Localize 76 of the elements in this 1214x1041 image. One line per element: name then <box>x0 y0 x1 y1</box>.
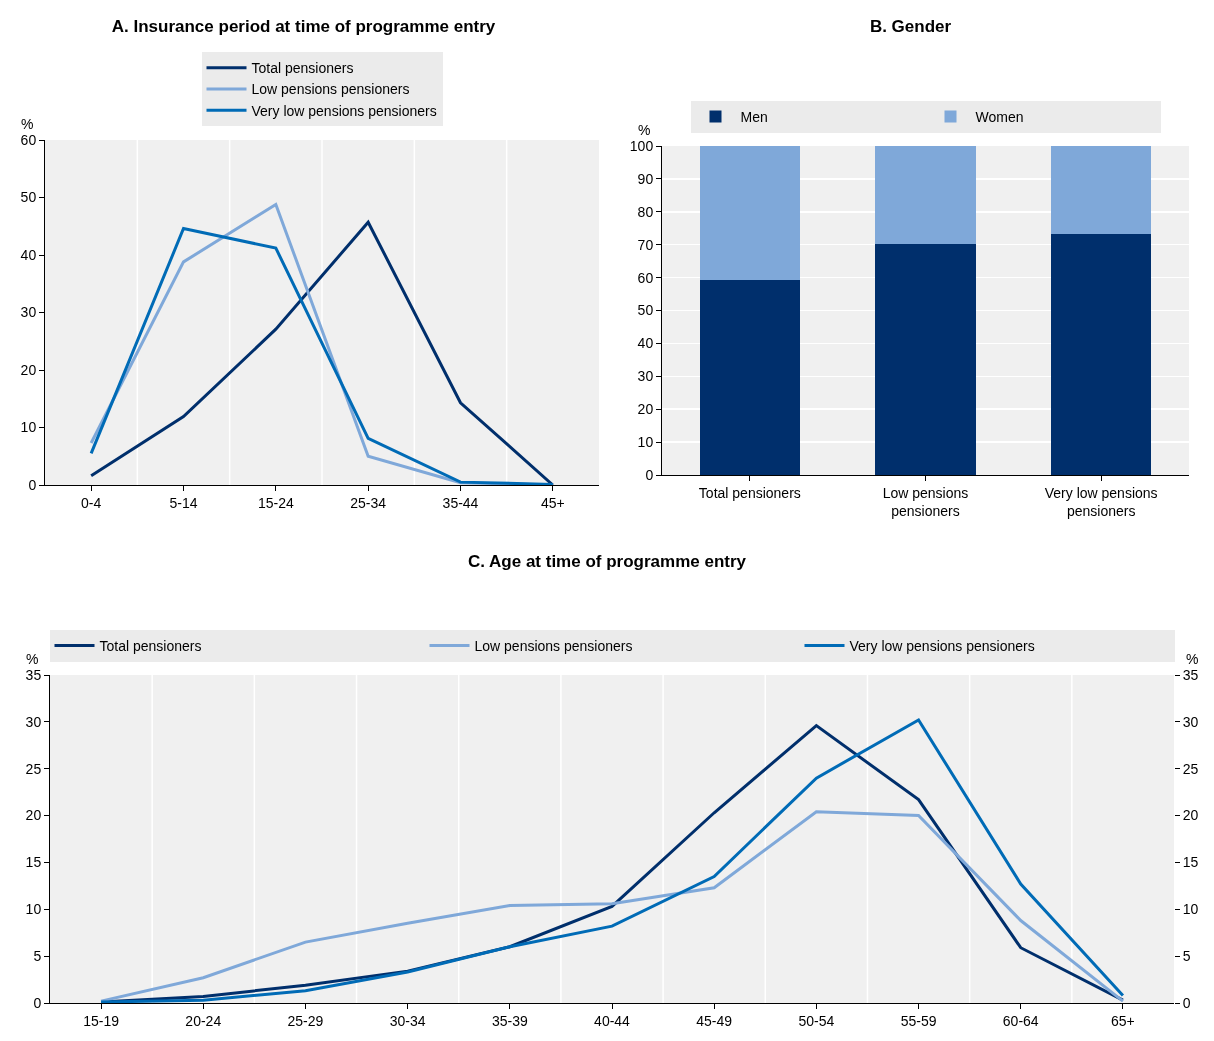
x-tick-label: Low pensions pensioners <box>882 484 969 519</box>
y2-tick-label: 15 <box>1182 854 1199 871</box>
y-tick-label: 30 <box>25 713 42 730</box>
y-tick-label: 0 <box>28 476 37 493</box>
x-tick-label: 15-24 <box>257 494 294 511</box>
y-tick-label: 0 <box>645 466 654 483</box>
bar <box>875 244 976 475</box>
legend-label: Very low pensions pensioners <box>251 102 437 119</box>
y-tick-label: 10 <box>25 901 42 918</box>
legend-label: Women <box>975 108 1024 125</box>
y-tick-label: 40 <box>20 246 37 263</box>
x-tick-label: 5-14 <box>169 494 198 511</box>
x-tick-label: 40-44 <box>594 1012 631 1029</box>
chart-title: C. Age at time of programme entry <box>467 552 747 572</box>
y-tick-label: 0 <box>33 994 42 1011</box>
y-axis-title: % <box>638 122 651 138</box>
bar <box>1051 234 1152 475</box>
legend-label: Low pensions pensioners <box>474 637 633 654</box>
y-tick-label: 30 <box>637 368 654 385</box>
x-tick-label: 35-44 <box>442 494 479 511</box>
line-series <box>99 810 1125 1003</box>
y-tick-label: 60 <box>20 131 37 148</box>
bar <box>875 146 976 245</box>
y-axis-title: % <box>26 651 39 667</box>
y-tick-label: 70 <box>637 236 654 253</box>
x-tick-label: 0-4 <box>81 494 102 511</box>
legend-label: Total pensioners <box>251 60 354 77</box>
x-tick-label: 25-34 <box>350 494 387 511</box>
x-tick-label: Very low pensions pensioners <box>1044 484 1158 519</box>
y-tick-label: 5 <box>33 948 42 965</box>
bar <box>699 279 800 475</box>
y-tick-label: 20 <box>637 401 654 418</box>
legend-label: Men <box>740 108 768 125</box>
legend-label: Total pensioners <box>99 637 202 654</box>
y2-tick-label: 30 <box>1182 713 1199 730</box>
x-tick-label: 60-64 <box>1002 1012 1039 1029</box>
x-tick-label: 20-24 <box>185 1012 222 1029</box>
x-tick-label: 30-34 <box>389 1012 426 1029</box>
legend-label: Very low pensions pensioners <box>849 637 1035 654</box>
x-tick-label: Total pensioners <box>698 484 801 501</box>
y-tick-label: 20 <box>20 361 37 378</box>
y2-tick-label: 25 <box>1182 760 1199 777</box>
chart-title: B. Gender <box>869 17 952 37</box>
y-tick-label: 100 <box>629 137 654 154</box>
y2-tick-label: 20 <box>1182 807 1199 824</box>
y2-tick-label: 5 <box>1182 948 1191 965</box>
y-tick-label: 40 <box>637 335 654 352</box>
x-tick-label: 55-59 <box>900 1012 937 1029</box>
y-tick-label: 10 <box>20 419 37 436</box>
y-tick-label: 20 <box>25 807 42 824</box>
x-tick-label: 50-54 <box>798 1012 835 1029</box>
x-tick-label: 15-19 <box>83 1012 120 1029</box>
y-axis-title: % <box>21 116 34 132</box>
y-tick-label: 25 <box>25 760 42 777</box>
y-tick-label: 50 <box>637 302 654 319</box>
y-tick-label: 35 <box>25 666 42 683</box>
chart-title: A. Insurance period at time of programme entry <box>111 17 496 37</box>
y-tick-label: 30 <box>20 304 37 321</box>
bar <box>699 146 800 280</box>
y-tick-label: 15 <box>25 854 42 871</box>
y-tick-label: 60 <box>637 269 654 286</box>
y-tick-label: 80 <box>637 203 654 220</box>
y2-axis-title: % <box>1186 651 1199 667</box>
y-tick-label: 50 <box>20 189 37 206</box>
y2-tick-label: 35 <box>1182 666 1199 683</box>
bar <box>1051 146 1152 235</box>
x-tick-label: 35-39 <box>491 1012 528 1029</box>
legend-label: Low pensions pensioners <box>251 81 410 98</box>
x-tick-label: 65+ <box>1111 1012 1135 1029</box>
x-tick-label: 45-49 <box>696 1012 733 1029</box>
x-tick-label: 25-29 <box>287 1012 324 1029</box>
x-tick-label: 45+ <box>540 494 565 511</box>
y2-tick-label: 0 <box>1182 994 1191 1011</box>
y-tick-label: 10 <box>637 434 654 450</box>
y-tick-label: 90 <box>637 170 654 187</box>
y2-tick-label: 10 <box>1182 901 1199 918</box>
